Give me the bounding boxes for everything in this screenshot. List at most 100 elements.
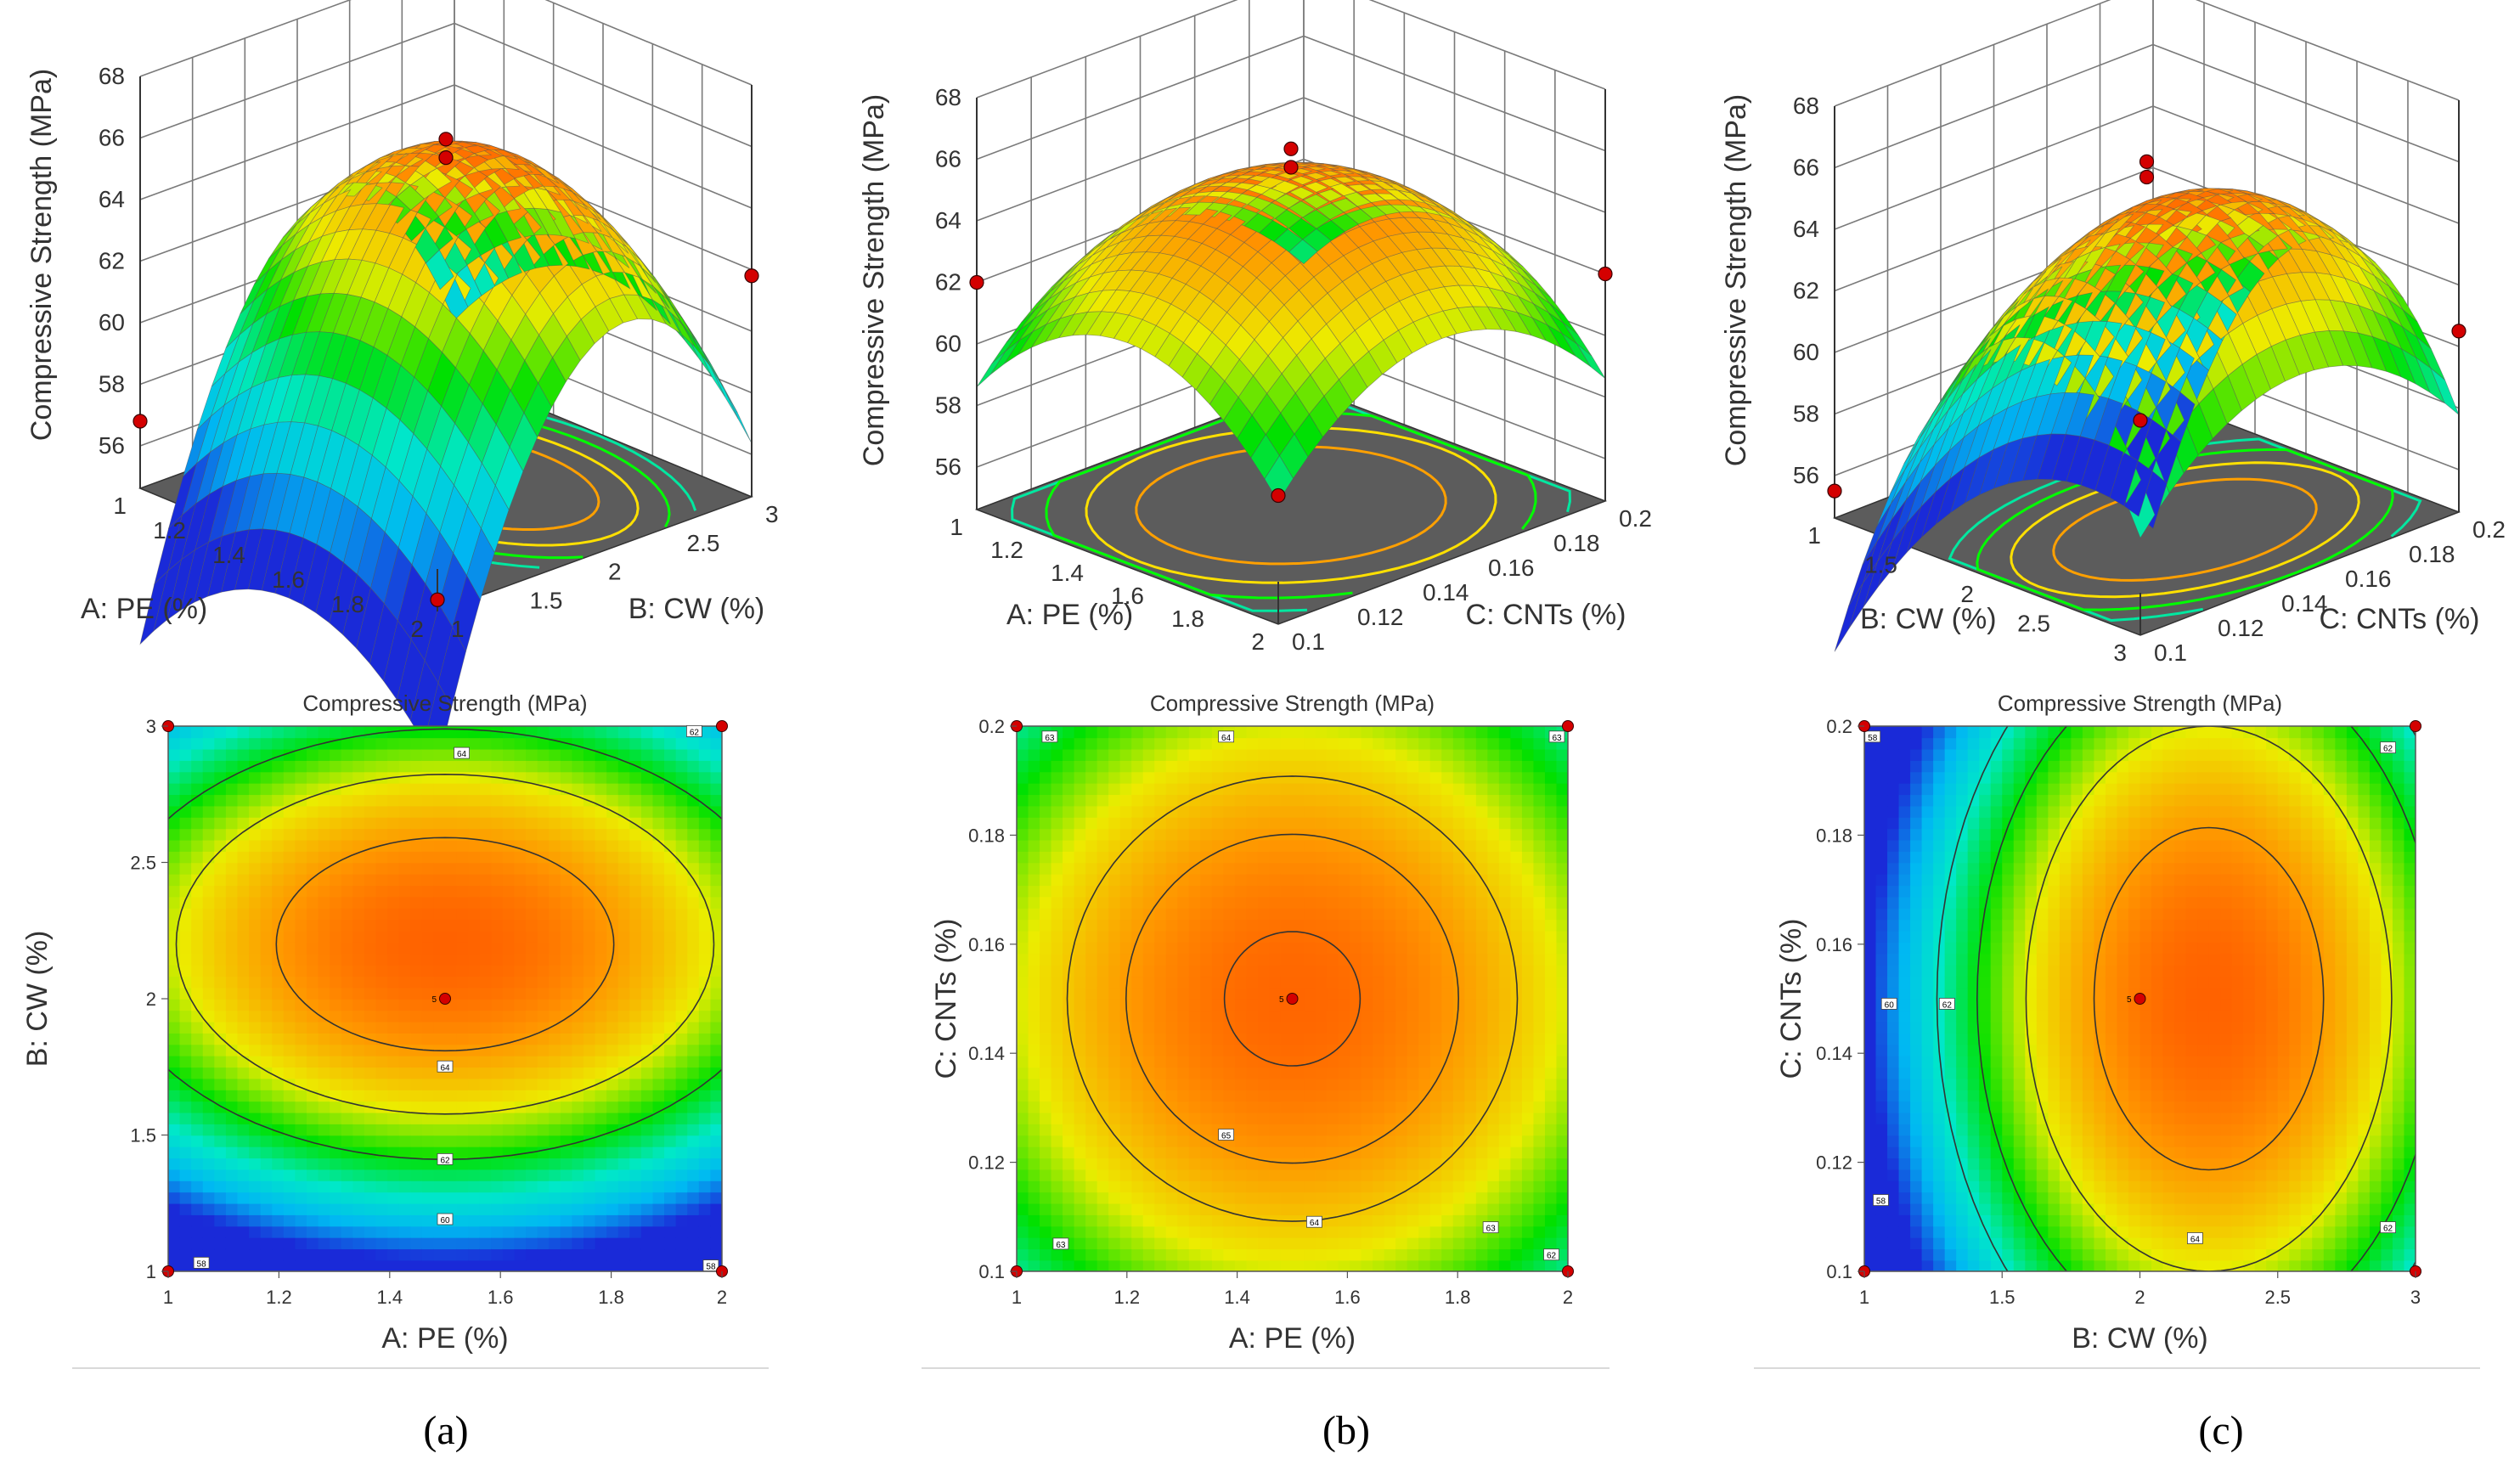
heatmap-cell	[479, 1124, 493, 1136]
heatmap-cell	[1154, 964, 1167, 977]
heatmap-cell	[1017, 930, 1029, 943]
heatmap-cell	[237, 1033, 250, 1045]
heatmap-cell	[179, 1248, 192, 1261]
heatmap-cell	[1051, 828, 1063, 841]
x-tick-label: 1.6	[272, 566, 305, 593]
y-tick-label: 1	[451, 616, 465, 642]
heatmap-cell	[698, 987, 712, 1000]
heatmap-cell	[560, 1112, 573, 1124]
heatmap-cell	[491, 1124, 504, 1136]
heatmap-cell	[537, 817, 550, 830]
heatmap-cell	[698, 839, 712, 852]
heatmap-cell	[502, 976, 516, 989]
heatmap-cell	[295, 1146, 307, 1159]
heatmap-cell	[1131, 1169, 1144, 1181]
heatmap-cell	[675, 1180, 689, 1193]
heatmap-cell	[652, 1124, 665, 1136]
heatmap-cell	[549, 1146, 561, 1159]
heatmap-cell	[664, 1067, 677, 1079]
heatmap-cell	[1177, 999, 1190, 1011]
heatmap-cell	[249, 851, 262, 864]
heatmap-cell	[687, 976, 700, 989]
heatmap-cell	[295, 1225, 307, 1238]
heatmap-cell	[560, 1248, 573, 1261]
heatmap-cell	[595, 839, 607, 852]
heatmap-cell	[410, 1169, 423, 1181]
heatmap-cell	[283, 1237, 296, 1250]
heatmap-cell	[1142, 1214, 1156, 1227]
heatmap-cell	[168, 1090, 181, 1102]
heatmap-cell	[687, 1124, 700, 1136]
heatmap-cell	[421, 1124, 435, 1136]
heatmap-cell	[1165, 726, 1179, 739]
heatmap-cell	[260, 760, 273, 773]
heatmap-cell	[445, 805, 458, 818]
heatmap-cell	[168, 1237, 181, 1250]
heatmap-cell	[664, 896, 677, 909]
heatmap-cell	[537, 953, 550, 966]
heatmap-cell	[1131, 1067, 1144, 1079]
heatmap-cell	[191, 1237, 204, 1250]
heatmap-cell	[617, 1067, 631, 1079]
heatmap-cell	[549, 1192, 561, 1204]
heatmap-cell	[283, 794, 296, 807]
heatmap-cell	[1177, 760, 1190, 773]
heatmap-cell	[1085, 760, 1098, 773]
heatmap-cell	[595, 805, 607, 818]
heatmap-cell	[433, 1135, 446, 1147]
heatmap-cell	[341, 1214, 354, 1227]
heatmap-cell	[191, 1203, 204, 1215]
heatmap-cell	[433, 748, 446, 761]
heatmap-cell	[1108, 1180, 1121, 1193]
heatmap-cell	[595, 999, 607, 1011]
heatmap-cell	[1165, 1146, 1179, 1159]
heatmap-cell	[387, 828, 400, 841]
heatmap-cell	[387, 737, 400, 750]
heatmap-cell	[191, 1135, 204, 1147]
heatmap-cell	[1177, 896, 1190, 909]
heatmap-cell	[330, 1101, 342, 1113]
heatmap-cell	[1108, 1237, 1121, 1250]
heatmap-cell	[1063, 748, 1075, 761]
heatmap-cell	[1165, 964, 1179, 977]
heatmap-cell	[387, 930, 400, 943]
heatmap-cell	[225, 1090, 239, 1102]
heatmap-cell	[179, 1021, 192, 1034]
heatmap-cell	[1177, 828, 1190, 841]
heatmap-cell	[433, 1090, 446, 1102]
heatmap-cell	[249, 862, 262, 875]
heatmap-cell	[364, 930, 377, 943]
heatmap-cell	[1223, 748, 1236, 761]
heatmap-cell	[330, 1112, 342, 1124]
heatmap-cell	[1085, 885, 1098, 898]
heatmap-cell	[1142, 1203, 1156, 1215]
heatmap-cell	[526, 919, 538, 932]
heatmap-cell	[687, 919, 700, 932]
heatmap-cell	[375, 1021, 388, 1034]
heatmap-cell	[1028, 930, 1040, 943]
heatmap-cell	[410, 1101, 423, 1113]
heatmap-cell	[595, 873, 607, 887]
heatmap-cell	[364, 1135, 377, 1147]
heatmap-cell	[387, 896, 400, 909]
heatmap-cell	[1223, 1169, 1236, 1181]
heatmap-cell	[514, 1225, 527, 1238]
heatmap-cell	[330, 999, 342, 1011]
heatmap-cell	[260, 873, 273, 887]
x-tick-label: 1.6	[1111, 583, 1144, 609]
heatmap-cell	[168, 760, 181, 773]
heatmap-cell	[375, 1101, 388, 1113]
heatmap-cell	[307, 964, 319, 977]
heatmap-cell	[283, 1135, 296, 1147]
heatmap-cell	[526, 987, 538, 1000]
heatmap-cell	[445, 817, 458, 830]
heatmap-cell	[1223, 942, 1236, 955]
heatmap-cell	[1028, 1192, 1040, 1204]
heatmap-cell	[1108, 953, 1121, 966]
heatmap-cell	[479, 1055, 493, 1068]
y-axis-title: B: CW (%)	[21, 931, 54, 1068]
heatmap-cell	[283, 1021, 296, 1034]
heatmap-cell	[1142, 953, 1156, 966]
heatmap-cell	[225, 896, 239, 909]
heatmap-cell	[352, 1180, 365, 1193]
